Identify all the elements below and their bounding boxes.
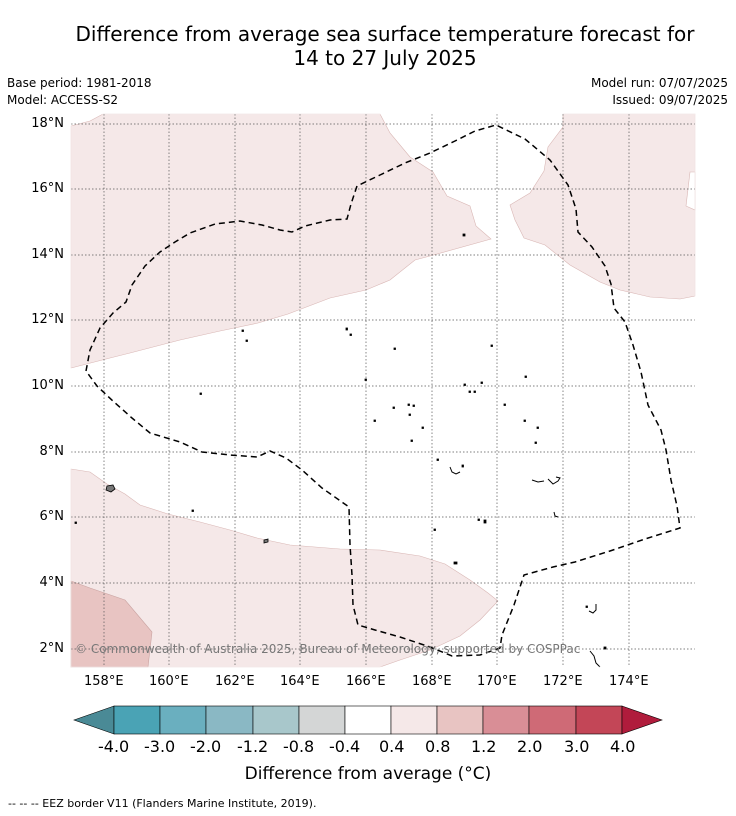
colorbar (73, 705, 663, 735)
lat-label: 14°N (31, 247, 64, 262)
colorbar-tick-label: 1.2 (471, 737, 497, 756)
colorbar-bin (575, 705, 623, 735)
lat-label: 18°N (31, 116, 64, 131)
lon-label: 160°E (149, 674, 189, 689)
colorbar-bin (159, 705, 207, 735)
colorbar-tick-label: 4.0 (610, 737, 636, 756)
lon-label: 172°E (543, 674, 583, 689)
base-period: Base period: 1981-2018 (7, 76, 152, 90)
model-run: Model run: 07/07/2025 (590, 76, 728, 90)
colorbar-bin (390, 705, 438, 735)
anomaly-region-south (70, 468, 499, 668)
lon-label: 170°E (477, 674, 517, 689)
title-line-1: Difference from average sea surface temp… (75, 22, 695, 46)
issued-date: Issued: 09/07/2025 (612, 93, 728, 107)
colorbar-bin (344, 705, 392, 735)
colorbar-tick-label: -2.0 (190, 737, 222, 756)
colorbar-extend-high (621, 705, 663, 735)
graticule (71, 114, 695, 667)
anomaly-region-northwest (70, 113, 492, 369)
lat-label: 16°N (31, 181, 64, 196)
colorbar-bin (298, 705, 346, 735)
title-line-2: 14 to 27 July 2025 (293, 46, 477, 70)
colorbar-bin (252, 705, 300, 735)
colorbar-tick-label: 0.4 (379, 737, 405, 756)
islands (74, 233, 607, 650)
colorbar-tick-label: -4.0 (98, 737, 130, 756)
colorbar-tick-label: 3.0 (564, 737, 590, 756)
lon-label: 162°E (215, 674, 255, 689)
lat-label: 4°N (39, 575, 65, 590)
colorbar-bin (113, 705, 161, 735)
lat-label: 2°N (39, 641, 65, 656)
eez-border (85, 124, 681, 657)
lon-label: 158°E (84, 674, 124, 689)
lat-label: 12°N (31, 312, 64, 327)
colorbar-bin (482, 705, 530, 735)
lon-label: 174°E (609, 674, 649, 689)
lon-label: 168°E (412, 674, 452, 689)
lon-label: 166°E (346, 674, 386, 689)
lat-label: 6°N (39, 509, 65, 524)
atoll-outlines (449, 466, 601, 668)
colorbar-title: Difference from average (°C) (244, 764, 492, 784)
colorbar-bin (436, 705, 484, 735)
lat-label: 8°N (39, 444, 65, 459)
lon-label: 164°E (280, 674, 320, 689)
colorbar-tick-label: -0.4 (329, 737, 361, 756)
colorbar-tick-label: 0.8 (425, 737, 451, 756)
colorbar-bin (528, 705, 577, 735)
lat-label: 10°N (31, 378, 64, 393)
colorbar-tick-label: -1.2 (237, 737, 269, 756)
anomaly-region-northeast (509, 113, 696, 300)
eez-legend-note: -- -- -- EEZ border V11 (Flanders Marine… (8, 797, 317, 810)
colorbar-bin (205, 705, 254, 735)
colorbar-tick-label: -0.8 (283, 737, 315, 756)
copyright-notice: © Commonwealth of Australia 2025, Bureau… (75, 642, 581, 656)
colorbar-tick-label: 2.0 (517, 737, 543, 756)
colorbar-extend-low (73, 705, 115, 735)
model-name: Model: ACCESS-S2 (7, 93, 119, 107)
colorbar-tick-label: -3.0 (144, 737, 176, 756)
map-panel (70, 113, 696, 668)
